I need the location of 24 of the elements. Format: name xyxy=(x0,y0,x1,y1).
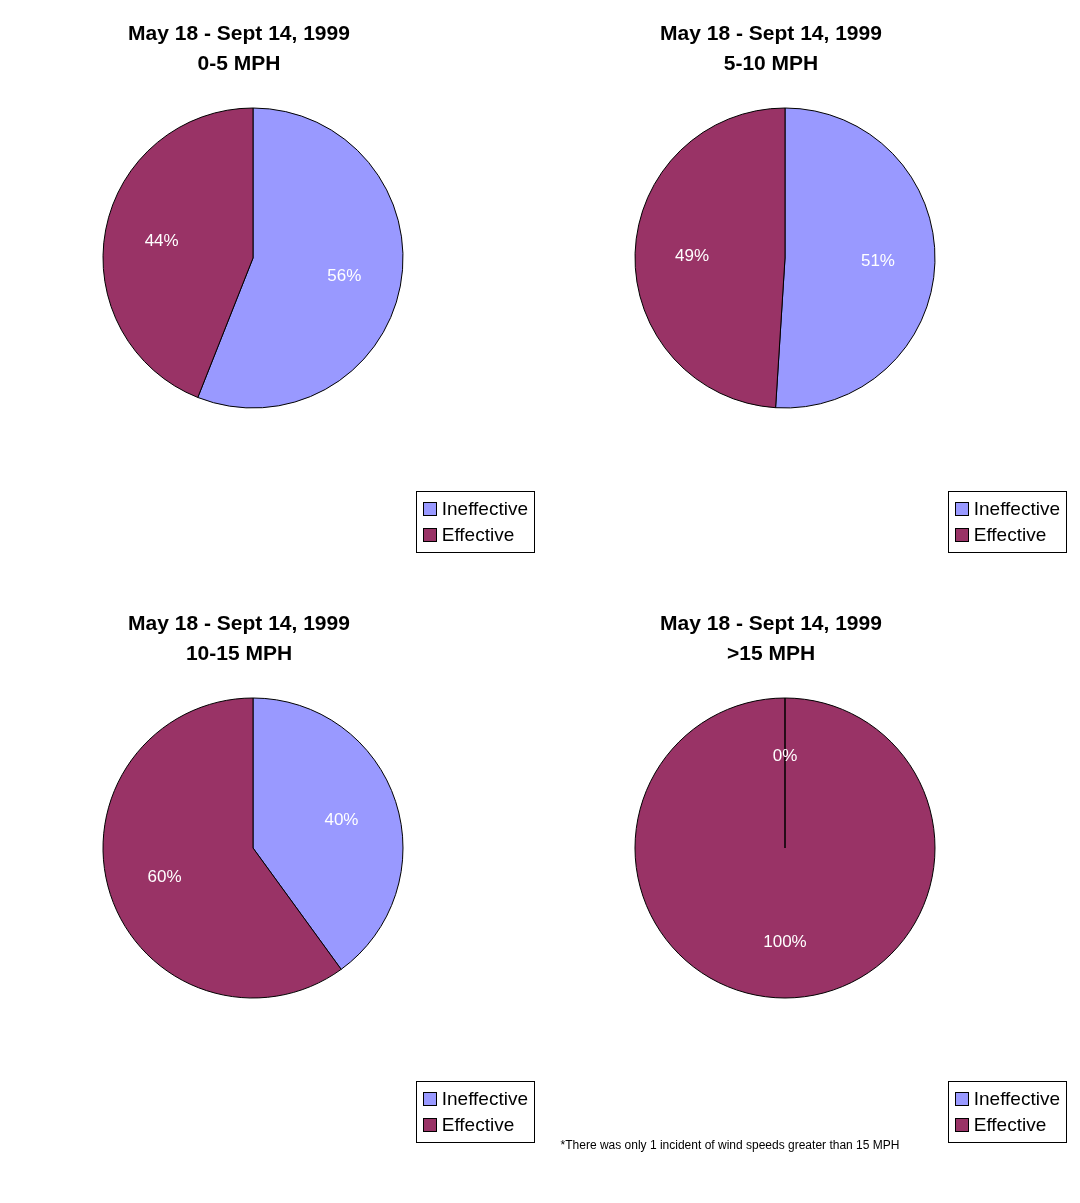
data-label: 56% xyxy=(327,265,362,285)
chart-subtitle: >15 MPH xyxy=(725,640,817,666)
legend-label: Effective xyxy=(441,523,515,547)
chart-subtitle: 0-5 MPH xyxy=(196,50,282,76)
chart-title: May 18 - Sept 14, 1999 xyxy=(659,610,883,636)
data-label: 60% xyxy=(147,867,182,887)
legend-label: Ineffective xyxy=(973,497,1060,521)
legend-label: Effective xyxy=(441,1113,515,1137)
legend-label: Effective xyxy=(973,1113,1047,1137)
data-label: 51% xyxy=(860,251,895,271)
legend-label: Ineffective xyxy=(441,497,528,521)
chart-subtitle: 10-15 MPH xyxy=(184,640,294,666)
data-label: 49% xyxy=(675,245,710,265)
chart-subtitle: 5-10 MPH xyxy=(722,50,820,76)
chart-title: May 18 - Sept 14, 1999 xyxy=(659,20,883,46)
data-label: 40% xyxy=(324,809,359,829)
legend-label: Ineffective xyxy=(973,1087,1060,1111)
chart-title: May 18 - Sept 14, 1999 xyxy=(127,610,351,636)
chart-title: May 18 - Sept 14, 1999 xyxy=(127,20,351,46)
data-label: 100% xyxy=(763,931,807,951)
legend-label: Ineffective xyxy=(441,1087,528,1111)
text: *There was only 1 incident of wind speeds greater than 15 MPH xyxy=(559,1138,901,1152)
legend-label: Effective xyxy=(973,523,1047,547)
data-label: 44% xyxy=(144,231,179,251)
